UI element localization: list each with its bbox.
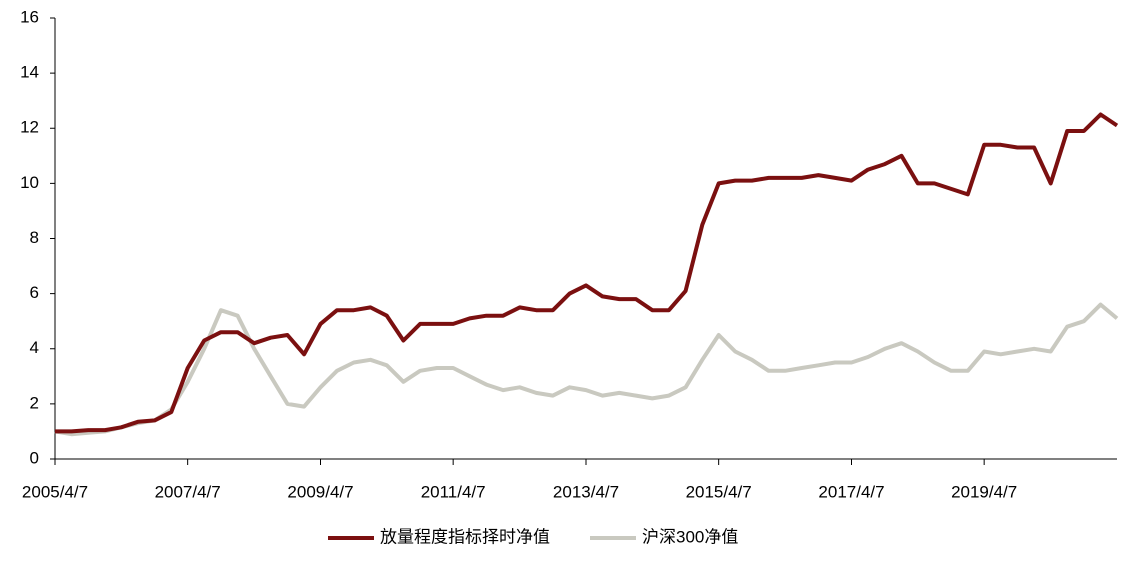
legend-label: 放量程度指标择时净值 [380, 527, 550, 546]
x-tick-label: 2019/4/7 [951, 482, 1017, 501]
x-tick-label: 2013/4/7 [553, 482, 619, 501]
x-tick-label: 2017/4/7 [818, 482, 884, 501]
y-tick-label: 0 [30, 448, 39, 467]
y-tick-label: 16 [20, 7, 39, 26]
x-tick-label: 2007/4/7 [155, 482, 221, 501]
x-tick-label: 2009/4/7 [287, 482, 353, 501]
y-tick-label: 10 [20, 173, 39, 192]
series-line [55, 112, 1119, 434]
y-tick-label: 12 [20, 118, 39, 137]
y-tick-label: 2 [30, 393, 39, 412]
y-tick-label: 14 [20, 63, 39, 82]
y-tick-label: 4 [30, 338, 39, 357]
x-tick-label: 2015/4/7 [686, 482, 752, 501]
y-tick-label: 8 [30, 228, 39, 247]
series-line [54, 302, 1119, 437]
legend-label: 沪深300净值 [642, 527, 738, 546]
x-tick-label: 2005/4/7 [22, 482, 88, 501]
y-tick-label: 6 [30, 283, 39, 302]
x-tick-label: 2011/4/7 [421, 482, 486, 501]
